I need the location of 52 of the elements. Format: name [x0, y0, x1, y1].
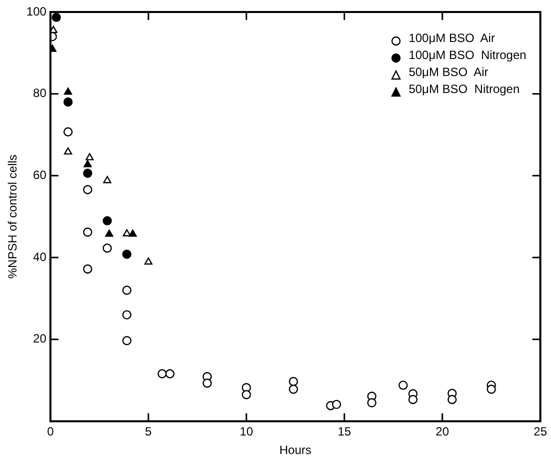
x-tick-label: 5	[145, 424, 152, 439]
point	[408, 394, 418, 404]
legend-label: 100μM BSO Nitrogen	[408, 47, 526, 64]
point	[144, 257, 152, 265]
point	[64, 88, 72, 95]
point	[63, 97, 73, 107]
point	[83, 184, 92, 194]
point	[64, 147, 72, 155]
x-tick-label: 20	[436, 424, 450, 439]
x-tick-label: 25	[534, 424, 548, 439]
point	[50, 26, 58, 34]
legend-label: 50μM BSO Nitrogen	[408, 81, 520, 98]
point	[63, 127, 73, 136]
point	[128, 230, 137, 237]
point	[122, 229, 131, 236]
point	[367, 398, 376, 408]
point	[122, 310, 132, 320]
point	[332, 400, 342, 410]
point	[122, 250, 132, 259]
point	[122, 286, 132, 295]
legend-label: 100μM BSO Air	[408, 30, 495, 47]
point	[202, 378, 212, 388]
point	[103, 176, 112, 184]
point	[83, 228, 92, 237]
point	[105, 230, 114, 237]
point	[165, 369, 175, 378]
point	[158, 369, 167, 378]
point	[242, 390, 251, 400]
x-axis-title: Hours	[279, 443, 312, 458]
x-tick-label: 10	[240, 424, 254, 439]
y-tick-label: 20	[33, 332, 47, 346]
y-tick-label: 40	[33, 250, 47, 264]
point	[83, 264, 92, 274]
point	[288, 376, 298, 386]
legend-label: 50μM BSO Air	[408, 64, 488, 81]
point	[398, 380, 408, 390]
point	[288, 384, 298, 394]
point	[52, 12, 61, 22]
point	[83, 168, 92, 178]
y-tick-label: 100	[26, 4, 47, 18]
y-tick-label: 80	[33, 86, 47, 100]
point	[122, 336, 132, 346]
y-tick-label: 60	[33, 168, 47, 182]
point	[86, 153, 94, 160]
point	[102, 216, 112, 226]
point	[448, 394, 457, 404]
y-axis-title: %NPSH of control cells	[6, 154, 20, 279]
x-tick-label: 0	[47, 424, 54, 439]
point	[486, 384, 496, 394]
point	[102, 244, 112, 253]
x-tick-label: 15	[338, 424, 352, 439]
point	[84, 160, 92, 168]
